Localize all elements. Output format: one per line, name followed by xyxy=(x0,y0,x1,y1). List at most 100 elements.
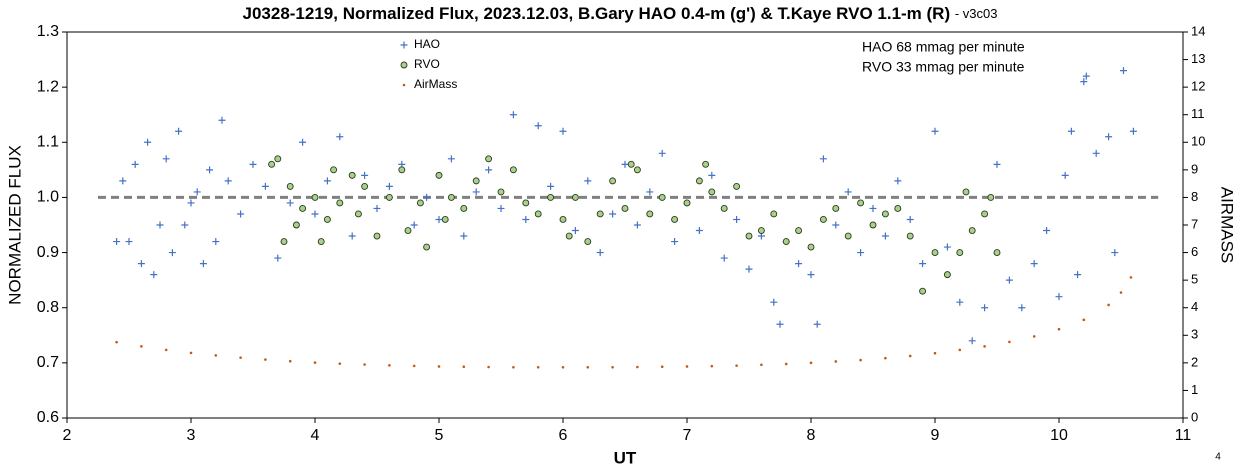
point xyxy=(1107,303,1110,307)
y2-tick-label: 10 xyxy=(1191,134,1205,149)
point xyxy=(819,155,827,163)
point xyxy=(435,215,443,223)
point xyxy=(164,348,168,352)
point xyxy=(968,227,976,234)
point xyxy=(156,221,164,229)
point xyxy=(249,160,257,168)
point xyxy=(168,249,176,257)
point xyxy=(119,177,127,185)
point xyxy=(782,238,790,245)
point xyxy=(708,188,716,196)
y2-tick-label: 3 xyxy=(1191,327,1198,342)
page-number: 4 xyxy=(1215,452,1221,463)
y2-tick-label: 7 xyxy=(1191,216,1198,231)
point xyxy=(784,362,788,366)
annotation: RVO 33 mmag per minute xyxy=(862,59,1025,75)
chart-title: J0328-1219, Normalized Flux, 2023.12.03,… xyxy=(243,4,998,23)
point xyxy=(1082,318,1086,322)
point xyxy=(968,337,976,345)
point xyxy=(609,210,617,218)
point xyxy=(115,340,118,344)
point xyxy=(1074,271,1082,279)
point xyxy=(462,365,466,369)
point xyxy=(894,177,902,185)
point xyxy=(497,188,505,196)
point xyxy=(1080,78,1088,86)
legend-label: RVO xyxy=(414,57,440,71)
point xyxy=(472,188,480,196)
point xyxy=(336,199,344,207)
point xyxy=(181,221,189,229)
point xyxy=(809,361,813,365)
point xyxy=(144,138,152,146)
point xyxy=(522,199,530,207)
point xyxy=(338,362,342,365)
point xyxy=(733,215,741,223)
point xyxy=(770,210,778,218)
annotation: HAO 68 mmag per minute xyxy=(862,39,1025,55)
point xyxy=(565,232,573,240)
y-tick-label: 0.8 xyxy=(37,299,59,316)
point xyxy=(435,171,443,179)
point xyxy=(621,205,629,212)
point xyxy=(584,177,592,185)
y2-tick-label: 9 xyxy=(1191,161,1198,176)
point xyxy=(423,193,431,201)
point xyxy=(113,238,121,246)
point xyxy=(509,166,517,174)
point xyxy=(832,221,840,229)
point xyxy=(162,155,170,163)
point xyxy=(536,365,540,369)
point xyxy=(125,238,133,246)
x-axis-label: UT xyxy=(614,448,637,467)
point xyxy=(869,204,877,212)
point xyxy=(189,351,193,355)
point xyxy=(286,182,294,190)
point xyxy=(770,298,778,306)
point xyxy=(683,199,691,207)
y-tick-label: 0.9 xyxy=(37,244,59,261)
point xyxy=(385,182,393,190)
point xyxy=(410,221,418,229)
point xyxy=(720,254,728,262)
point xyxy=(881,232,889,240)
point xyxy=(958,348,962,352)
point xyxy=(983,345,986,348)
point xyxy=(363,363,366,366)
point xyxy=(175,127,183,135)
point xyxy=(981,304,989,312)
y-tick-label: 1.1 xyxy=(37,134,59,151)
point xyxy=(485,166,493,174)
y2-tick-label: 11 xyxy=(1191,106,1205,121)
point xyxy=(795,260,803,268)
point xyxy=(646,210,654,218)
point xyxy=(720,205,728,212)
point xyxy=(931,127,939,135)
point xyxy=(547,182,555,190)
point xyxy=(398,166,406,174)
point xyxy=(956,249,964,257)
point xyxy=(131,160,139,168)
point xyxy=(361,182,369,190)
point xyxy=(695,177,703,185)
y2-tick-label: 13 xyxy=(1191,51,1205,66)
point xyxy=(1008,340,1011,344)
point xyxy=(288,359,292,363)
point xyxy=(547,193,555,201)
legend-marker xyxy=(400,41,408,49)
point xyxy=(1032,335,1036,338)
point xyxy=(1082,72,1090,80)
point xyxy=(621,160,629,168)
x-tick-label: 7 xyxy=(683,427,692,444)
point xyxy=(611,365,614,369)
point xyxy=(745,232,753,240)
point xyxy=(658,193,666,201)
point xyxy=(906,232,914,240)
point xyxy=(404,227,412,234)
y2-tick-label: 0 xyxy=(1191,409,1198,424)
point xyxy=(199,260,207,268)
point xyxy=(373,232,381,240)
y-tick-label: 0.7 xyxy=(37,354,59,371)
point xyxy=(311,193,319,201)
